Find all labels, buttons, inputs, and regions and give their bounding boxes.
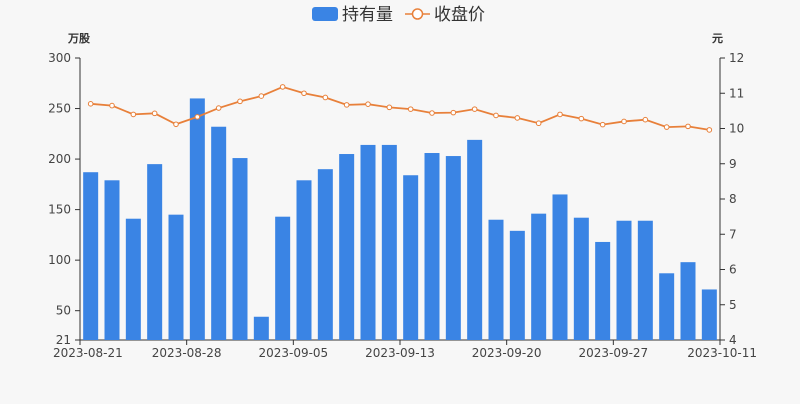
- right-axis-unit: 元: [712, 32, 723, 45]
- bar[interactable]: [253, 316, 269, 340]
- price-point[interactable]: [493, 112, 499, 119]
- price-point[interactable]: [215, 105, 222, 111]
- line-series: [87, 84, 713, 133]
- price-line: [90, 85, 710, 131]
- bar[interactable]: [317, 169, 333, 340]
- x-tick-label: 2023-09-20: [472, 346, 542, 360]
- bar[interactable]: [275, 216, 291, 340]
- left-tick-label: 150: [48, 203, 71, 217]
- left-tick-label: 200: [48, 152, 71, 166]
- price-point[interactable]: [322, 94, 329, 101]
- bar[interactable]: [339, 154, 355, 340]
- x-tick-label: 2023-10-11: [687, 346, 757, 360]
- left-tick-label: 21: [56, 333, 71, 347]
- left-tick-label: 250: [48, 102, 71, 116]
- bar[interactable]: [232, 158, 248, 340]
- price-point[interactable]: [151, 110, 158, 117]
- x-tick-label: 2023-08-21: [53, 346, 123, 360]
- right-tick-label: 9: [729, 157, 737, 171]
- price-point[interactable]: [237, 98, 243, 105]
- legend-line-label: 收盘价: [434, 5, 485, 25]
- right-tick-label: 11: [729, 86, 744, 100]
- price-point[interactable]: [258, 93, 265, 99]
- legend-line-marker: [411, 8, 424, 20]
- left-tick-label: 100: [48, 253, 71, 267]
- right-tick-label: 10: [729, 122, 744, 136]
- bar[interactable]: [637, 220, 653, 340]
- right-tick-label: 8: [729, 192, 737, 206]
- price-point[interactable]: [301, 90, 307, 97]
- left-axis-unit: 万股: [67, 32, 91, 45]
- bar[interactable]: [445, 156, 461, 340]
- bar[interactable]: [552, 194, 568, 340]
- x-tick-label: 2023-09-13: [365, 346, 435, 360]
- right-axis-ticks: 4 5 6 7 8 9 10 11 12: [720, 51, 744, 347]
- bar[interactable]: [488, 219, 504, 340]
- price-point[interactable]: [535, 120, 542, 127]
- price-point[interactable]: [173, 121, 179, 128]
- price-point[interactable]: [87, 101, 94, 107]
- left-tick-label: 300: [48, 51, 71, 65]
- price-point[interactable]: [279, 84, 286, 90]
- bar[interactable]: [573, 217, 589, 340]
- bar[interactable]: [595, 241, 611, 340]
- bar[interactable]: [125, 218, 141, 340]
- x-tick-label: 2023-08-28: [152, 346, 222, 360]
- bar-series: [83, 98, 717, 340]
- price-point[interactable]: [685, 123, 691, 130]
- price-point[interactable]: [407, 106, 414, 112]
- price-point[interactable]: [471, 106, 478, 112]
- price-point[interactable]: [194, 114, 201, 120]
- bar[interactable]: [211, 126, 227, 340]
- price-point[interactable]: [642, 116, 649, 123]
- price-point[interactable]: [130, 111, 137, 118]
- bar[interactable]: [296, 180, 312, 340]
- price-point[interactable]: [599, 121, 606, 128]
- price-point[interactable]: [578, 115, 585, 122]
- right-tick-label: 7: [729, 227, 737, 241]
- x-tick-label: 2023-09-05: [258, 346, 328, 360]
- price-point[interactable]: [386, 104, 393, 111]
- bar[interactable]: [104, 180, 120, 340]
- left-axis-ticks: 21 50 100 150 200 250 300: [48, 51, 80, 347]
- x-tick-label: 2023-09-27: [578, 346, 648, 360]
- right-tick-label: 12: [729, 51, 744, 65]
- price-point[interactable]: [706, 127, 713, 133]
- legend-bar-label: 持有量: [342, 5, 393, 25]
- bar[interactable]: [403, 175, 419, 340]
- price-point[interactable]: [365, 101, 371, 107]
- price-point[interactable]: [514, 115, 521, 121]
- bar[interactable]: [680, 262, 696, 340]
- price-point[interactable]: [429, 110, 435, 116]
- price-point[interactable]: [621, 118, 627, 125]
- price-point[interactable]: [450, 109, 457, 116]
- bar[interactable]: [424, 153, 440, 340]
- bar[interactable]: [83, 172, 99, 340]
- bar[interactable]: [189, 98, 205, 340]
- right-tick-label: 5: [729, 298, 737, 312]
- legend-bar-swatch: [312, 7, 338, 21]
- bar[interactable]: [509, 230, 525, 340]
- bar[interactable]: [659, 273, 675, 340]
- price-point[interactable]: [663, 124, 670, 130]
- price-point[interactable]: [343, 102, 350, 108]
- bar[interactable]: [616, 220, 632, 340]
- price-point[interactable]: [557, 111, 563, 118]
- right-tick-label: 4: [729, 333, 737, 347]
- x-axis-ticks: 2023-08-21 2023-08-28 2023-09-05 2023-09-13…: [53, 340, 757, 360]
- bar[interactable]: [381, 144, 397, 340]
- right-tick-label: 6: [729, 263, 737, 277]
- legend[interactable]: 持有量 收盘价: [312, 5, 485, 25]
- bar[interactable]: [360, 144, 376, 340]
- left-tick-label: 50: [56, 304, 71, 318]
- bar[interactable]: [531, 213, 547, 340]
- bar[interactable]: [467, 139, 483, 340]
- bar[interactable]: [701, 289, 717, 340]
- bar[interactable]: [147, 164, 163, 340]
- bar[interactable]: [168, 214, 184, 340]
- price-point[interactable]: [109, 102, 115, 109]
